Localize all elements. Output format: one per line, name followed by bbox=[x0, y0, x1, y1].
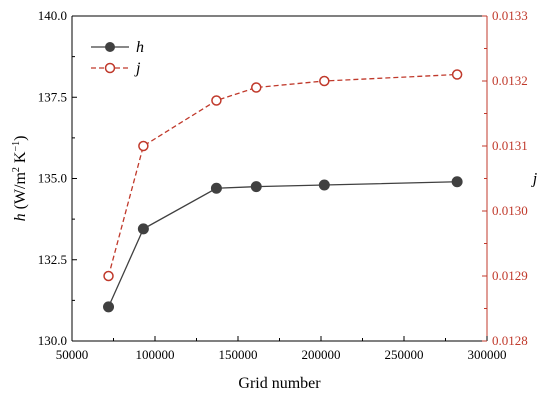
x-axis-title: Grid number bbox=[238, 375, 321, 392]
data-point-j bbox=[451, 69, 463, 80]
legend-marker-j bbox=[104, 62, 116, 74]
data-point-j bbox=[211, 95, 222, 106]
left-y-axis-title-italic: h bbox=[12, 213, 29, 221]
left-y-tick-label: 132.5 bbox=[38, 252, 67, 267]
x-tick-label: 300000 bbox=[468, 347, 507, 362]
right-y-tick-label: 0.0131 bbox=[492, 138, 528, 153]
series-line-h bbox=[107, 181, 458, 308]
right-y-tick-label: 0.0130 bbox=[492, 203, 528, 218]
x-tick-label: 50000 bbox=[56, 347, 89, 362]
data-point-h bbox=[318, 179, 330, 191]
right-y-tick-label: 0.0128 bbox=[492, 333, 528, 348]
left-y-axis-title-sup2: −1 bbox=[11, 141, 22, 152]
left-y-axis-title-rest: (W/m bbox=[12, 172, 29, 214]
data-point-h bbox=[137, 223, 149, 235]
left-y-axis-title-sup1: 2 bbox=[11, 167, 22, 172]
left-y-axis-title: h (W/m2 K−1) bbox=[11, 136, 29, 222]
left-y-tick-label: 130.0 bbox=[38, 333, 67, 348]
data-point-h bbox=[250, 181, 262, 193]
right-y-tick-label: 0.0133 bbox=[492, 8, 528, 23]
series-line-j bbox=[107, 73, 458, 277]
right-y-tick-label: 0.0129 bbox=[492, 268, 528, 283]
legend-label-h: h bbox=[136, 39, 144, 56]
right-y-axis-title: j bbox=[531, 171, 538, 188]
data-point-j bbox=[251, 82, 262, 93]
left-y-axis-title-mid: K bbox=[12, 151, 29, 167]
data-point-j bbox=[103, 270, 114, 282]
left-y-axis-title-end: ) bbox=[12, 136, 29, 141]
data-point-j bbox=[319, 75, 330, 87]
right-y-tick-label: 0.0132 bbox=[492, 73, 528, 88]
left-y-tick-label: 137.5 bbox=[38, 89, 67, 104]
legend-marker-h bbox=[105, 42, 115, 52]
x-tick-label: 200000 bbox=[302, 347, 341, 362]
x-tick-label: 100000 bbox=[136, 347, 175, 362]
data-point-h bbox=[451, 176, 463, 188]
data-point-j bbox=[138, 140, 149, 152]
left-y-tick-label: 135.0 bbox=[38, 171, 67, 186]
x-tick-label: 250000 bbox=[385, 347, 424, 362]
x-tick-label: 150000 bbox=[219, 347, 258, 362]
left-y-tick-label: 140.0 bbox=[38, 8, 67, 23]
data-point-h bbox=[103, 301, 115, 313]
data-point-h bbox=[210, 182, 222, 194]
legend-label-j: j bbox=[134, 60, 141, 77]
